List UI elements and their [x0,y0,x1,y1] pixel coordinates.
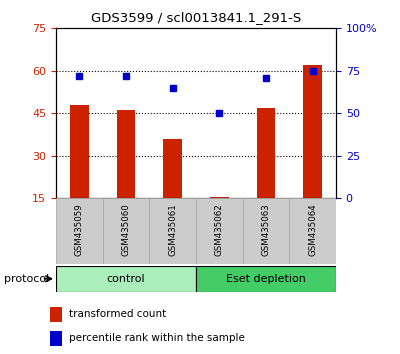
Bar [50,307,62,322]
Text: Eset depletion: Eset depletion [226,274,306,284]
Text: GSM435061: GSM435061 [168,203,177,256]
Text: GSM435059: GSM435059 [75,203,84,256]
Bar [289,198,336,264]
Bar [56,198,103,264]
Bar [243,198,289,264]
Text: GSM435060: GSM435060 [122,203,130,256]
Title: GDS3599 / scl0013841.1_291-S: GDS3599 / scl0013841.1_291-S [91,11,301,24]
Bar [70,105,89,198]
Bar [56,266,196,292]
Bar [196,266,336,292]
Text: GSM435063: GSM435063 [262,203,270,256]
Bar [210,197,229,198]
Bar [163,139,182,198]
Text: control: control [107,274,145,284]
Text: percentile rank within the sample: percentile rank within the sample [69,333,245,343]
Text: transformed count: transformed count [69,309,166,319]
Bar [303,65,322,198]
Bar [117,110,135,198]
Bar [196,198,243,264]
Bar [149,198,196,264]
Text: protocol: protocol [4,274,49,284]
Bar [103,198,149,264]
Text: GSM435064: GSM435064 [308,203,317,256]
Bar [257,108,275,198]
Bar [50,331,62,346]
Text: GSM435062: GSM435062 [215,203,224,256]
